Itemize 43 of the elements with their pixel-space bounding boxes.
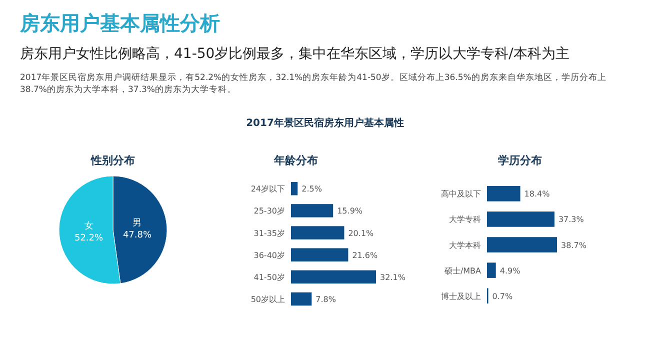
y-tick-label: 25-30岁 bbox=[254, 206, 285, 216]
text: 房东用户基本属性分析 bbox=[19, 11, 220, 35]
data-label: 15.9% bbox=[337, 206, 363, 216]
bar bbox=[487, 262, 496, 278]
data-label: 38.7% bbox=[561, 240, 587, 250]
bar bbox=[291, 248, 348, 262]
y-tick-label: 31-35岁 bbox=[254, 228, 285, 238]
data-label: 32.1% bbox=[380, 272, 406, 282]
data-label: 37.3% bbox=[558, 215, 584, 224]
data-label: 18.4% bbox=[524, 190, 550, 199]
slice-label: 男 bbox=[132, 217, 142, 228]
text: 2017年景区民宿房东用户调研结果显示，有52.2%的女性房东，32.1%的房东年龄为41-50岁。区域分布上36.5%的房东来自华东地区，学历分布上38.7%的房东为大学本科，37.3%的房东为大学专科。 bbox=[20, 72, 606, 95]
chart-title: 性别分布 bbox=[90, 154, 135, 167]
data-label: 2.5% bbox=[302, 184, 322, 194]
data-label: 7.8% bbox=[316, 294, 336, 304]
bar bbox=[291, 292, 312, 306]
bar bbox=[291, 182, 298, 196]
data-label: 21.6% bbox=[352, 250, 378, 260]
chart-title: 学历分布 bbox=[498, 154, 542, 167]
text: 2017年景区民宿房东用户基本属性 bbox=[246, 117, 404, 129]
bar bbox=[487, 186, 520, 202]
chart-title: 年龄分布 bbox=[273, 154, 318, 167]
bar bbox=[291, 226, 344, 240]
y-tick-label: 41-50岁 bbox=[254, 272, 285, 282]
data-label: 52.2% bbox=[74, 234, 104, 244]
text: 房东用户女性比例略高，41-50岁比例最多，集中在华东区域，学历以大学专科/本科为主 bbox=[20, 46, 570, 62]
bar bbox=[291, 204, 334, 218]
bar bbox=[487, 212, 554, 227]
data-label: 4.9% bbox=[500, 266, 521, 276]
y-tick-label: 大学本科 bbox=[449, 240, 481, 250]
y-tick-label: 大学专科 bbox=[449, 215, 481, 224]
bar bbox=[487, 237, 557, 252]
y-tick-label: 硕士/MBA bbox=[443, 266, 482, 276]
data-label: 47.8% bbox=[122, 230, 152, 240]
y-tick-label: 博士及以上 bbox=[441, 292, 481, 301]
y-tick-label: 高中及以下 bbox=[441, 190, 481, 199]
bar bbox=[291, 270, 376, 284]
data-label: 20.1% bbox=[348, 228, 374, 238]
y-tick-label: 50岁以上 bbox=[250, 294, 285, 304]
slice-label: 女 bbox=[84, 220, 94, 232]
y-tick-label: 36-40岁 bbox=[254, 250, 285, 260]
data-label: 0.7% bbox=[492, 292, 513, 301]
y-tick-label: 24岁以下 bbox=[250, 184, 285, 194]
